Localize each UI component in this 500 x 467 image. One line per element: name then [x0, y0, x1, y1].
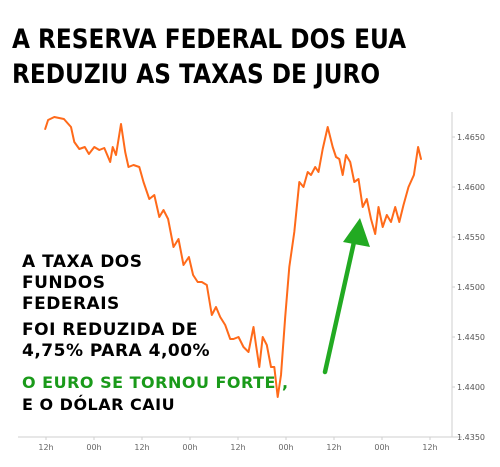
- x-tick-label: 12h: [326, 443, 341, 452]
- arrow-shaft: [322, 239, 357, 375]
- rate-annotation: A TAXA DOS FUNDOS FEDERAIS: [22, 252, 143, 315]
- x-tick-label: 12h: [422, 443, 437, 452]
- x-tick-label: 00h: [374, 443, 389, 452]
- headline-line-2: REDUZIU AS TAXAS DE JURO: [12, 59, 381, 90]
- arrow-head: [343, 218, 370, 247]
- x-tick-label: 12h: [230, 443, 245, 452]
- x-tick-label: 12h: [134, 443, 149, 452]
- rate-annotation-line-1: A TAXA DOS: [22, 252, 143, 272]
- x-tick-label: 00h: [182, 443, 197, 452]
- y-tick-label: 1.4400: [457, 383, 485, 392]
- rate-cut-line-1: FOI REDUZIDA DE: [22, 320, 198, 340]
- eur-usd-line: [44, 116, 422, 398]
- euro-strong-text: O EURO SE TORNOU FORTE ,: [22, 373, 289, 392]
- y-tick-label: 1.4600: [457, 183, 485, 192]
- y-tick-label: 1.4650: [457, 133, 485, 142]
- x-tick-group: 12h 00h 12h 00h 12h 00h 12h 00h 12h: [38, 437, 438, 452]
- y-tick-group: 1.4650 1.4600 1.4550 1.4500 1.4450 1.4400 1.43…: [452, 133, 485, 442]
- headline: A RESERVA FEDERAL DOS EUA REDUZIU AS TAX…: [12, 22, 406, 92]
- rate-annotation-line-2: FUNDOS: [22, 273, 106, 293]
- dollar-fell-text: E O DÓLAR CAIU: [22, 395, 176, 414]
- x-tick-label: 00h: [278, 443, 293, 452]
- y-tick-label: 1.4550: [457, 233, 485, 242]
- headline-line-1: A RESERVA FEDERAL DOS EUA: [12, 24, 407, 55]
- rate-annotation-line-3: FEDERAIS: [22, 294, 120, 314]
- y-tick-label: 1.4500: [457, 283, 485, 292]
- x-tick-label: 12h: [38, 443, 53, 452]
- x-tick-label: 00h: [86, 443, 101, 452]
- upward-arrow: [322, 218, 370, 375]
- rate-cut-line-2: 4,75% PARA 4,00%: [22, 341, 211, 361]
- rate-cut-annotation: FOI REDUZIDA DE 4,75% PARA 4,00%: [22, 320, 210, 362]
- y-tick-label: 1.4350: [457, 433, 485, 442]
- y-tick-label: 1.4450: [457, 333, 485, 342]
- currency-annotation: O EURO SE TORNOU FORTE , E O DÓLAR CAIU: [22, 372, 289, 416]
